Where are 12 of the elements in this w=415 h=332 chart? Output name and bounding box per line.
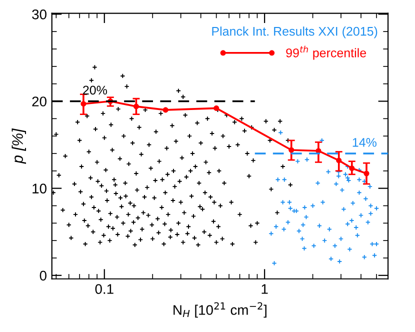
y-tick-label: 0: [40, 270, 46, 281]
text: Planck Int. Results XXI (2015): [212, 26, 378, 38]
x-tick-label: 1: [262, 284, 268, 294]
annotation: 20%: [83, 86, 108, 95]
y-tick-label: 10: [32, 184, 46, 194]
x-axis-title: N$_{H}$ [10$^{21}$ cm$^{−2}$]: [174, 302, 266, 318]
text: 99$^{th}$ percentile: [286, 46, 366, 60]
y-tick-label: 20: [32, 96, 46, 106]
y-axis-title: p [%]: [12, 128, 26, 164]
annotation: 14%: [352, 138, 376, 147]
y-tick-label: 30: [32, 9, 46, 20]
x-tick-label: 0.1: [95, 284, 114, 294]
